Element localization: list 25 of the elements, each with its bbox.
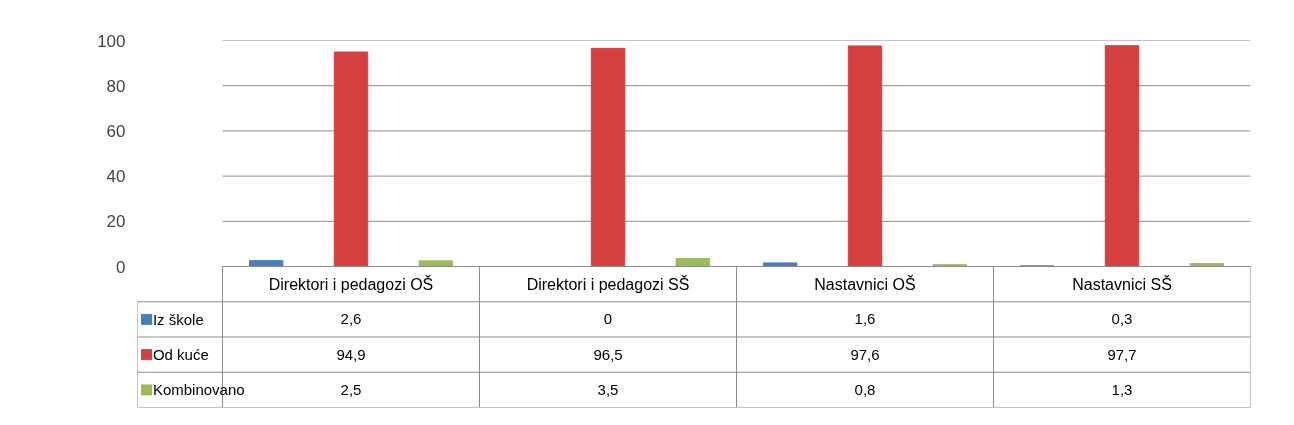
legend-label: Kombinovano: [152, 381, 245, 399]
y-tick-label: 80: [106, 76, 126, 96]
x-tick-label: Direktori i pedagozi SŠ: [526, 274, 690, 293]
data-label: 3,5: [597, 380, 619, 398]
x-tick-label: Direktori i pedagozi OŠ: [268, 274, 434, 293]
data-label: 1,3: [1111, 380, 1133, 398]
data-label: 2,5: [340, 380, 362, 398]
legend-label: Iz škole: [152, 310, 204, 328]
data-label: 97,7: [1107, 345, 1137, 363]
data-label: 0: [603, 310, 613, 328]
data-label: 97,6: [850, 345, 880, 363]
y-tick-label: 40: [106, 167, 126, 187]
data-label: 96,5: [593, 345, 623, 363]
data-label: 94,9: [336, 345, 366, 363]
y-tick-label: 60: [106, 121, 126, 141]
legend-label: Od kuće: [152, 346, 209, 364]
y-tick-label: 20: [106, 212, 126, 232]
y-tick-label: 0: [116, 257, 126, 277]
x-tick-label: Nastavnici SŠ: [1072, 274, 1172, 293]
data-label: 0,3: [1111, 310, 1133, 328]
data-label: 1,6: [854, 310, 876, 328]
data-label: 0,8: [854, 380, 876, 398]
x-tick-label: Nastavnici OŠ: [814, 274, 916, 293]
y-tick-label: 100: [97, 31, 126, 51]
data-label: 2,6: [340, 310, 362, 328]
